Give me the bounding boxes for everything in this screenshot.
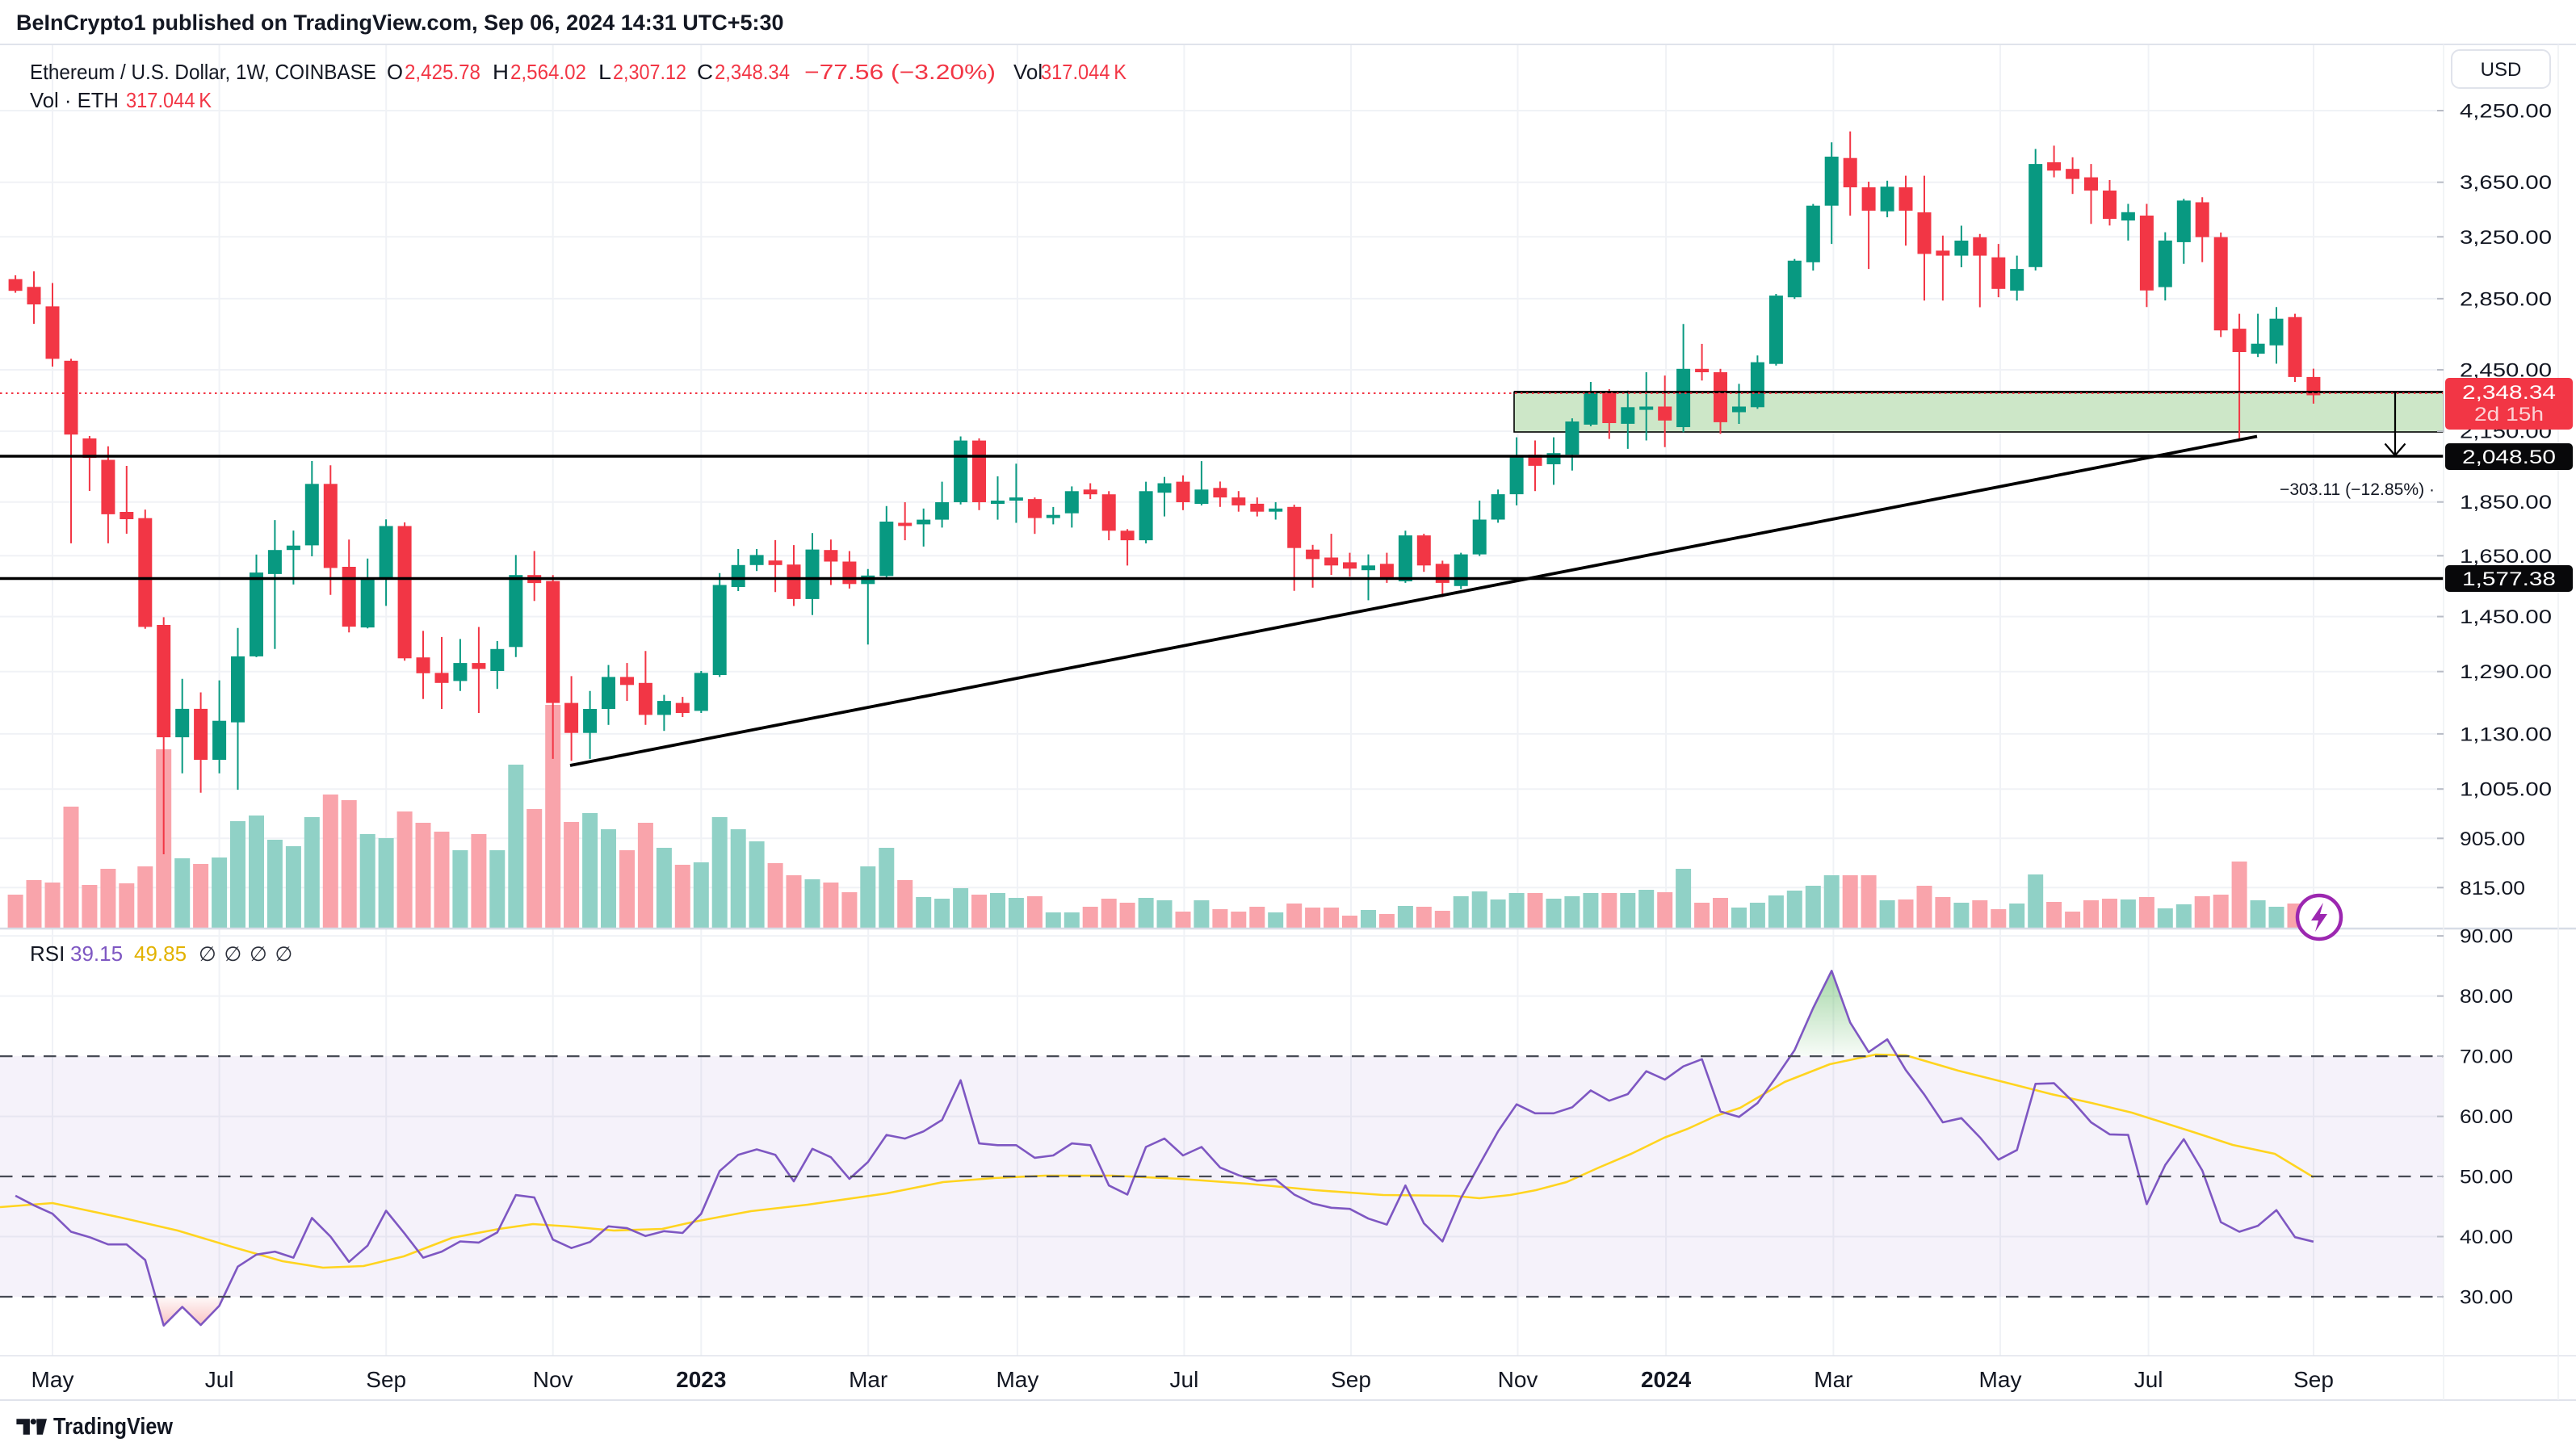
svg-text:May: May xyxy=(996,1367,1038,1392)
svg-text:3,650.00: 3,650.00 xyxy=(2460,172,2552,194)
svg-text:2024: 2024 xyxy=(1641,1367,1692,1392)
svg-text:2,348.34: 2,348.34 xyxy=(715,60,790,84)
svg-text:2,307.12: 2,307.12 xyxy=(613,60,686,84)
svg-text:2,564.02: 2,564.02 xyxy=(510,60,586,84)
svg-text:2,850.00: 2,850.00 xyxy=(2460,288,2552,310)
svg-text:∅: ∅ xyxy=(224,943,242,966)
svg-text:Sep: Sep xyxy=(366,1367,406,1392)
svg-text:1,850.00: 1,850.00 xyxy=(2460,492,2552,514)
svg-text:1,130.00: 1,130.00 xyxy=(2460,723,2552,745)
svg-text:Sep: Sep xyxy=(2293,1367,2334,1392)
svg-text:3,250.00: 3,250.00 xyxy=(2460,227,2552,249)
svg-text:Vol: Vol xyxy=(1013,60,1043,84)
svg-text:Jul: Jul xyxy=(1170,1367,1199,1392)
svg-text:2023: 2023 xyxy=(676,1367,726,1392)
svg-text:39.15: 39.15 xyxy=(70,941,123,966)
svg-text:∅: ∅ xyxy=(250,943,267,966)
svg-text:2,425.78: 2,425.78 xyxy=(405,60,480,84)
svg-text:∅: ∅ xyxy=(199,943,216,966)
svg-text:BeInCrypto1 published on Tradi: BeInCrypto1 published on TradingView.com… xyxy=(16,10,784,35)
svg-text:1,450.00: 1,450.00 xyxy=(2460,606,2552,628)
svg-text:49.85: 49.85 xyxy=(134,941,187,966)
svg-text:May: May xyxy=(1979,1367,2022,1392)
svg-text:H: H xyxy=(493,60,509,84)
svg-text:1,650.00: 1,650.00 xyxy=(2460,546,2552,568)
svg-text:USD: USD xyxy=(2481,59,2522,81)
svg-text:50.00: 50.00 xyxy=(2460,1167,2513,1189)
svg-text:1,005.00: 1,005.00 xyxy=(2460,779,2552,801)
svg-text:Mar: Mar xyxy=(849,1367,887,1392)
svg-text:1,577.38: 1,577.38 xyxy=(2462,568,2556,590)
svg-text:80.00: 80.00 xyxy=(2460,986,2513,1008)
svg-text:2d 15h: 2d 15h xyxy=(2474,404,2544,426)
svg-text:317.044 K: 317.044 K xyxy=(1041,60,1127,84)
svg-text:Vol · ETH: Vol · ETH xyxy=(30,88,119,112)
svg-text:90.00: 90.00 xyxy=(2460,926,2513,948)
svg-text:−303.11 (−12.85%) ·: −303.11 (−12.85%) · xyxy=(2280,480,2435,499)
svg-text:815.00: 815.00 xyxy=(2460,878,2525,899)
svg-text:70.00: 70.00 xyxy=(2460,1046,2513,1068)
svg-text:May: May xyxy=(31,1367,74,1392)
svg-text:30.00: 30.00 xyxy=(2460,1287,2513,1309)
svg-text:Mar: Mar xyxy=(1814,1367,1852,1392)
svg-text:2,348.34: 2,348.34 xyxy=(2462,382,2556,404)
svg-text:1,290.00: 1,290.00 xyxy=(2460,661,2552,683)
svg-text:317.044 K: 317.044 K xyxy=(126,88,212,112)
svg-text:40.00: 40.00 xyxy=(2460,1226,2513,1248)
svg-text:O: O xyxy=(387,60,403,84)
svg-text:Ethereum / U.S. Dollar, 1W, CO: Ethereum / U.S. Dollar, 1W, COINBASE xyxy=(30,60,376,84)
svg-text:Nov: Nov xyxy=(533,1367,573,1392)
svg-text:Jul: Jul xyxy=(2134,1367,2163,1392)
svg-text:2,048.50: 2,048.50 xyxy=(2462,447,2556,468)
svg-text:Sep: Sep xyxy=(1331,1367,1371,1392)
svg-text:905.00: 905.00 xyxy=(2460,828,2525,850)
svg-text:Jul: Jul xyxy=(205,1367,234,1392)
svg-text:−77.56 (−3.20%): −77.56 (−3.20%) xyxy=(804,60,996,84)
svg-text:L: L xyxy=(598,60,611,84)
svg-text:∅: ∅ xyxy=(275,943,293,966)
svg-text:4,250.00: 4,250.00 xyxy=(2460,101,2552,123)
svg-text:RSI: RSI xyxy=(30,941,65,966)
svg-text:TradingView: TradingView xyxy=(53,1414,173,1440)
svg-text:C: C xyxy=(697,60,713,84)
svg-text:Nov: Nov xyxy=(1498,1367,1538,1392)
svg-text:60.00: 60.00 xyxy=(2460,1106,2513,1128)
